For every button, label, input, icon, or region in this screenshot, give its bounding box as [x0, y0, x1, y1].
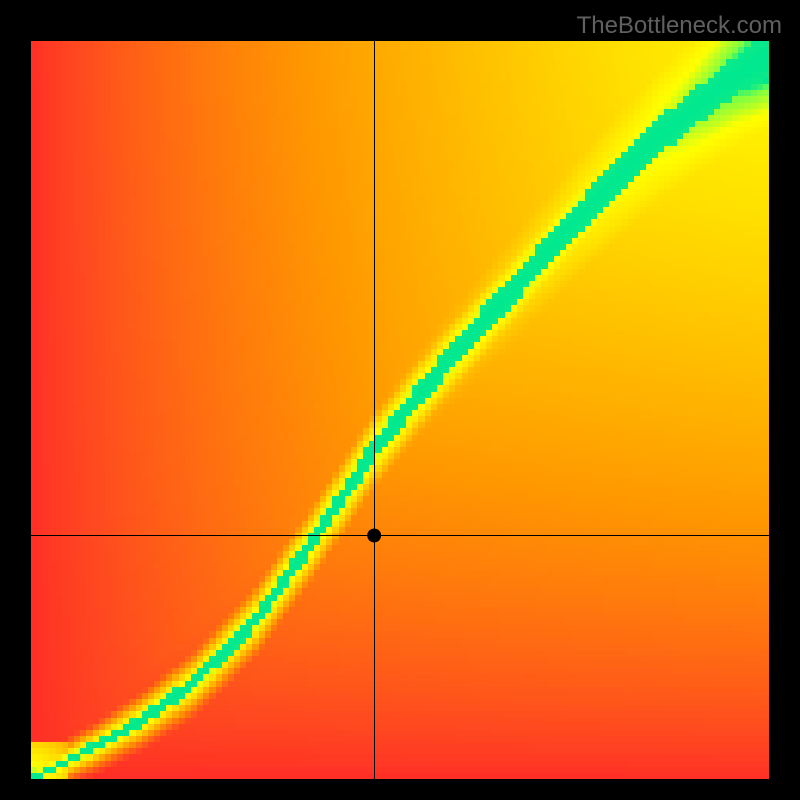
bottleneck-heatmap	[31, 41, 769, 779]
chart-container: TheBottleneck.com	[0, 0, 800, 800]
watermark-text: TheBottleneck.com	[577, 12, 782, 40]
